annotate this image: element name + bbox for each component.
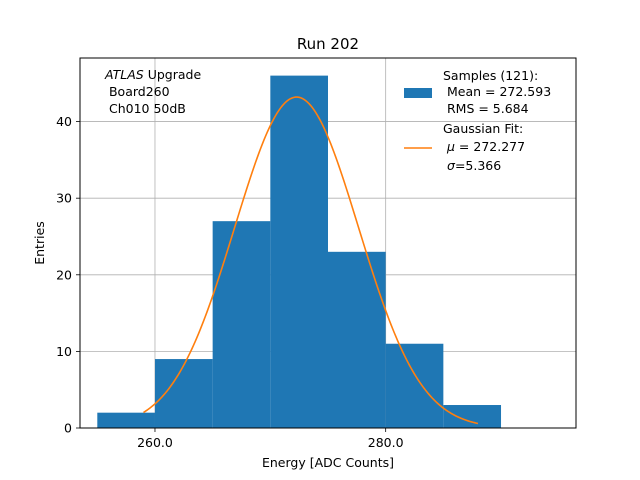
y-tick-label: 40 (56, 114, 72, 129)
legend-samples-mean: Mean = 272.593 (443, 84, 551, 99)
annotation-atlas: ATLAS (104, 67, 144, 82)
annotation-board: Board260 (105, 84, 170, 99)
chart-title: Run 202 (297, 35, 359, 53)
atlas-annotation: ATLAS Upgrade Board260 Ch010 50dB (104, 67, 201, 116)
x-axis-label: Energy [ADC Counts] (262, 455, 394, 470)
y-tick-label: 10 (56, 344, 72, 359)
histogram-bar (443, 405, 502, 428)
plot-frame (79, 57, 577, 429)
legend-fit-mu-value: = 272.277 (455, 139, 525, 154)
svg-text:σ=5.366: σ=5.366 (447, 158, 501, 173)
x-tick-label: 280.0 (368, 435, 404, 450)
histogram-bar (270, 75, 328, 428)
y-tick-label: 30 (56, 191, 72, 206)
histogram-bars (97, 75, 502, 428)
x-axis-ticks: 260.0 280.0 (137, 428, 404, 450)
legend-fit-sigma-symbol: σ (447, 158, 456, 173)
y-axis-label: Entries (32, 221, 47, 265)
histogram-bar (212, 221, 271, 428)
x-tick-label: 260.0 (137, 435, 173, 450)
annotation-upgrade: Upgrade (144, 67, 202, 82)
gaussian-fit-curve (143, 96, 479, 425)
histogram-bar (97, 412, 155, 428)
legend-samples-rms: RMS = 5.684 (443, 101, 529, 116)
legend: Samples (121): Mean = 272.593 RMS = 5.68… (404, 68, 551, 173)
legend-fit-mu-symbol: μ (446, 139, 455, 154)
y-axis-ticks: 0 10 20 30 40 (56, 114, 80, 436)
legend-samples-title: Samples (121): (443, 68, 538, 83)
histogram-bar (328, 251, 386, 428)
legend-fit-sigma-value: =5.366 (455, 158, 501, 173)
y-tick-label: 20 (56, 267, 72, 282)
annotation-channel: Ch010 50dB (105, 101, 186, 116)
histogram-bar (385, 343, 444, 428)
svg-text:μ = 272.277: μ = 272.277 (446, 139, 525, 154)
svg-text:ATLAS Upgrade: ATLAS Upgrade (104, 67, 201, 82)
legend-samples-patch (404, 88, 432, 98)
histogram-bar (154, 359, 213, 428)
y-tick-label: 0 (64, 421, 72, 436)
legend-fit-title: Gaussian Fit: (443, 121, 523, 136)
